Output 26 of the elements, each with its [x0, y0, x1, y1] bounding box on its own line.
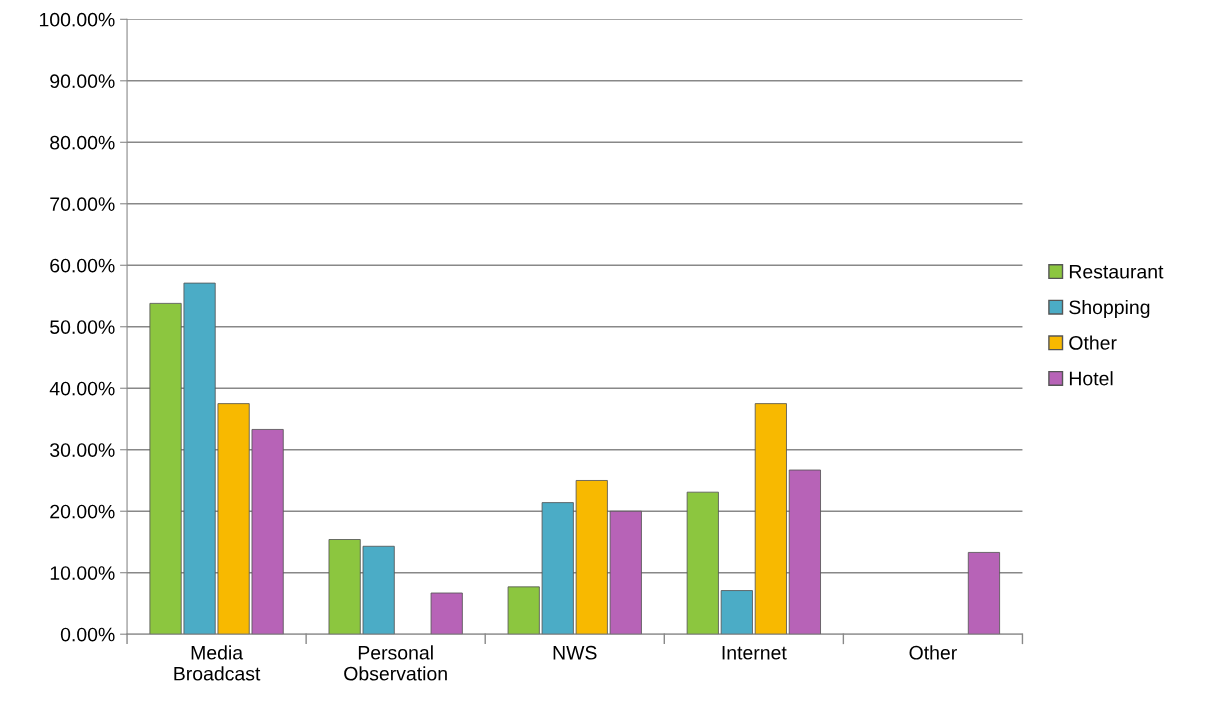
x-tick-label: Media Broadcast	[174, 645, 261, 681]
y-tick-label: 50.00%	[50, 320, 115, 334]
y-tick-label: 0.00%	[60, 627, 115, 642]
y-tick-label: 100.00%	[39, 12, 115, 27]
bar	[720, 590, 753, 635]
x-tick-label: Internet	[722, 646, 787, 660]
legend-label: Other	[1069, 335, 1117, 350]
bar	[686, 491, 719, 635]
bar	[788, 469, 821, 635]
x-tick-label: Other	[909, 645, 957, 660]
x-tick-label: Personal Observation	[344, 645, 447, 681]
y-tick-label: 30.00%	[50, 443, 115, 457]
y-tick-label: 10.00%	[50, 566, 115, 580]
legend-label: Hotel	[1069, 371, 1113, 386]
y-tick-label: 40.00%	[49, 381, 115, 396]
legend-label: Shopping	[1069, 299, 1150, 319]
y-tick-label: 20.00%	[50, 504, 115, 519]
bar	[967, 552, 1001, 635]
y-tick-label: 60.00%	[50, 258, 115, 273]
bar	[430, 592, 463, 635]
y-tick-label: 70.00%	[50, 197, 115, 212]
y-tick-label: 90.00%	[50, 74, 115, 89]
x-tick-label: NWS	[553, 645, 597, 660]
bar	[754, 403, 787, 635]
legend-label: Restaurant	[1069, 264, 1164, 279]
y-tick-label: 80.00%	[50, 135, 115, 150]
